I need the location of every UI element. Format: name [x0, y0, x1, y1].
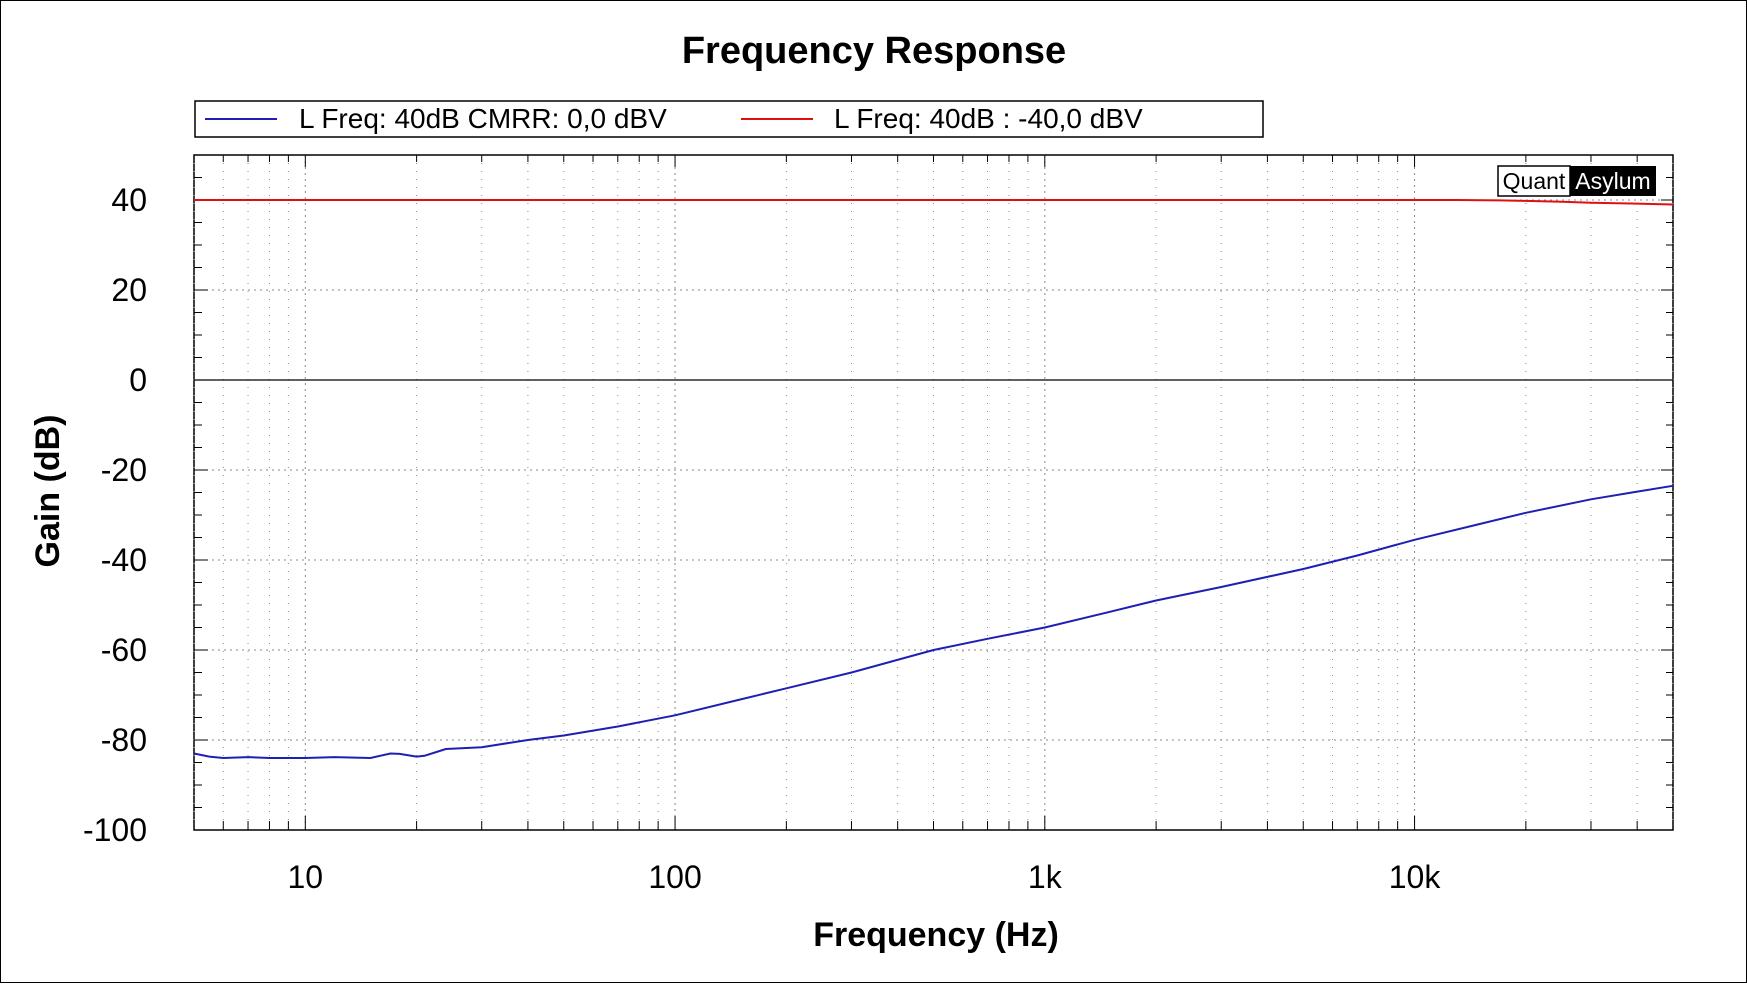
- y-tick-label: -60: [101, 632, 147, 668]
- x-tick-label: 1k: [1028, 859, 1063, 895]
- chart-title: Frequency Response: [682, 30, 1066, 72]
- legend-box: [194, 100, 1264, 138]
- legend-label-series-1: L Freq: 40dB CMRR: 0,0 dBV: [299, 103, 667, 134]
- x-tick-label: 100: [648, 859, 701, 895]
- badge-right-box: [1570, 166, 1656, 196]
- y-tick-label: -100: [83, 812, 147, 848]
- series-line-1: [193, 484, 1674, 759]
- y-tick-label: -80: [101, 722, 147, 758]
- y-axis-tick-labels: 40 20 0 -20 -40 -60 -80 -100: [83, 182, 147, 848]
- plot-area: [193, 154, 1674, 831]
- y-tick-label: 0: [129, 362, 147, 398]
- x-tick-label: 10k: [1389, 859, 1442, 895]
- x-tick-label: 10: [288, 859, 324, 895]
- quantasylum-badge: Quant Asylum: [1497, 165, 1656, 197]
- badge-left-text: Quant: [1503, 168, 1566, 194]
- y-tick-label: 20: [111, 272, 147, 308]
- y-tick-label: -40: [101, 542, 147, 578]
- badge-right-text: Asylum: [1575, 168, 1650, 194]
- y-axis-ticks: [194, 154, 1673, 831]
- legend-label-series-2: L Freq: 40dB : -40,0 dBV: [834, 103, 1143, 134]
- y-axis-title: Gain (dB): [29, 415, 67, 568]
- x-axis-tick-labels: 10 100 1k 10k: [288, 859, 1442, 895]
- legend: L Freq: 40dB CMRR: 0,0 dBV L Freq: 40dB …: [194, 100, 1264, 138]
- y-tick-label: -20: [101, 452, 147, 488]
- series-line-2: [194, 199, 1674, 206]
- series: [193, 199, 1674, 759]
- x-axis-ticks: [193, 155, 1674, 830]
- x-axis-title: Frequency (Hz): [813, 916, 1059, 954]
- grid: [193, 155, 1674, 830]
- y-tick-label: 40: [111, 182, 147, 218]
